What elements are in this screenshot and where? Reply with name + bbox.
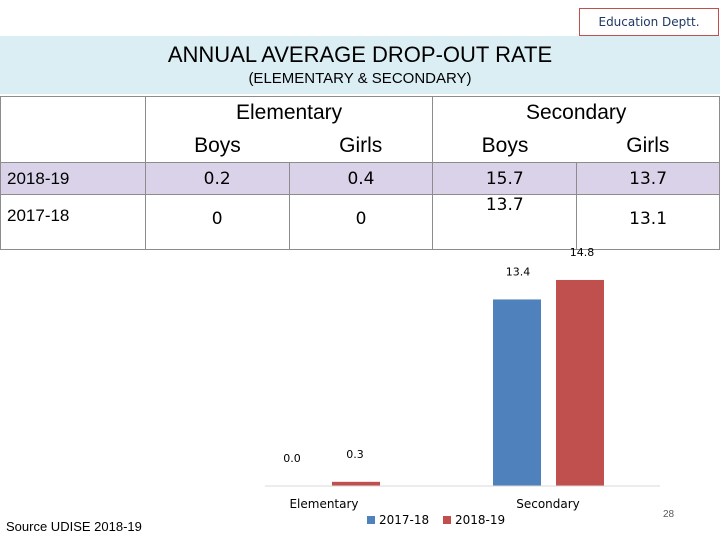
- value-cell: 0: [288, 194, 434, 250]
- table-corner-cell: [0, 96, 146, 163]
- dept-label: Education Deptt.: [579, 8, 719, 36]
- legend-label-2018-19: 2018-19: [455, 513, 505, 527]
- dropout-bar-chart: 0.0 13.4 0.3 14.8 Elementary Secondary 2017…: [265, 246, 660, 527]
- table-row: 2017-18 0 0 13.7 13.1: [0, 194, 720, 250]
- category-label-secondary: Secondary: [516, 497, 580, 511]
- data-label-2017-18-elementary: 0.0: [283, 452, 301, 465]
- data-label-2018-19-secondary: 14.8: [570, 246, 595, 259]
- page-title: ANNUAL AVERAGE DROP-OUT RATE: [167, 42, 553, 67]
- dropout-table: Elementary Secondary Boys Girls Boys Gir…: [0, 96, 720, 250]
- value-cell: 0.2: [144, 162, 290, 195]
- legend: 2017-18 2018-19: [367, 513, 505, 527]
- legend-swatch-2017-18: [367, 516, 375, 524]
- legend-label-2017-18: 2017-18: [379, 513, 429, 527]
- row-label-2018-19: 2018-19: [0, 162, 146, 195]
- bar-2017-18-secondary: [493, 299, 541, 486]
- secondary-girls-header: Girls: [576, 129, 720, 163]
- table-row: 2018-19 0.2 0.4 15.7 13.7: [0, 162, 720, 195]
- value-cell: 13.7: [432, 194, 578, 250]
- title-banner: [0, 36, 720, 94]
- elementary-girls-header: Girls: [289, 129, 434, 163]
- page-subtitle: (ELEMENTARY & SECONDARY): [248, 70, 472, 87]
- category-label-elementary: Elementary: [289, 497, 358, 511]
- elementary-header: Elementary: [144, 96, 434, 130]
- data-label-2018-19-elementary: 0.3: [346, 448, 364, 461]
- bar-2018-19-secondary: [556, 279, 604, 486]
- value-cell: 15.7: [432, 162, 578, 195]
- value-cell: 0: [144, 194, 290, 250]
- page-number: 28: [663, 509, 675, 520]
- row-label-2017-18: 2017-18: [0, 194, 146, 250]
- source-note: Source UDISE 2018-19: [6, 519, 142, 534]
- value-cell: 13.1: [576, 194, 720, 250]
- value-cell: 0.4: [288, 162, 434, 195]
- bar-2018-19-elementary: [332, 481, 380, 486]
- secondary-boys-header: Boys: [432, 129, 577, 163]
- elementary-boys-header: Boys: [144, 129, 290, 163]
- data-label-2017-18-secondary: 13.4: [506, 265, 531, 278]
- value-cell: 13.7: [576, 162, 720, 195]
- secondary-header: Secondary: [432, 96, 720, 130]
- legend-swatch-2018-19: [443, 516, 451, 524]
